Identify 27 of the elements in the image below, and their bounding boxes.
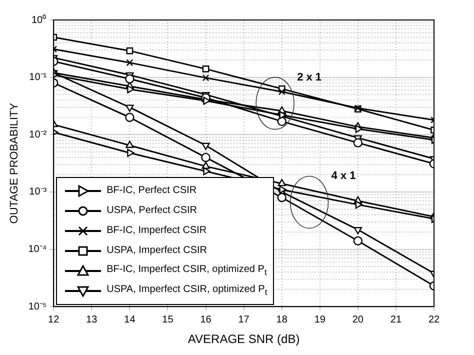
y-axis-title: OUTAGE PROBABILITY [8,102,21,224]
legend-label: BF-IC, Imperfect CSIR, optimized P$_{t}$ [106,264,267,278]
y-tick-label: 10⁰ [31,14,47,26]
x-tick-label: 18 [276,314,288,326]
y-tick-label: 10⁻⁵ [28,301,47,312]
x-tick-label: 16 [200,314,212,326]
x-tick-label: 19 [314,314,326,326]
x-tick-label: 21 [390,314,402,326]
x-tick-label: 15 [162,314,174,326]
x-axis-title: AVERAGE SNR (dB) [188,332,300,346]
legend-label: USPA, Imperfect CSIR, optimized P$_{t}$ [106,284,268,298]
legend-label: USPA, Perfect CSIR [106,205,198,216]
x-tick-label: 17 [238,314,250,326]
y-tick-label: 10⁻¹ [29,72,48,84]
legend-label: BF-IC, Perfect CSIR [106,185,197,196]
y-tick-label: 10⁻³ [29,186,48,198]
legend-label: BF-IC, Imperfect CSIR [106,225,207,236]
x-tick-label: 22 [428,314,440,326]
y-tick-label: 10⁻⁴ [28,244,47,256]
y-tick-label: 10⁻² [29,129,48,140]
x-tick-label: 20 [352,314,364,326]
x-tick-label: 14 [124,314,136,326]
legend-label: USPA, Imperfect CSIR [106,245,208,256]
x-tick-label: 12 [48,314,60,326]
x-tick-label: 13 [86,314,98,326]
annotation: 4 x 1 [331,170,356,182]
annotation: 2 x 1 [297,71,322,84]
